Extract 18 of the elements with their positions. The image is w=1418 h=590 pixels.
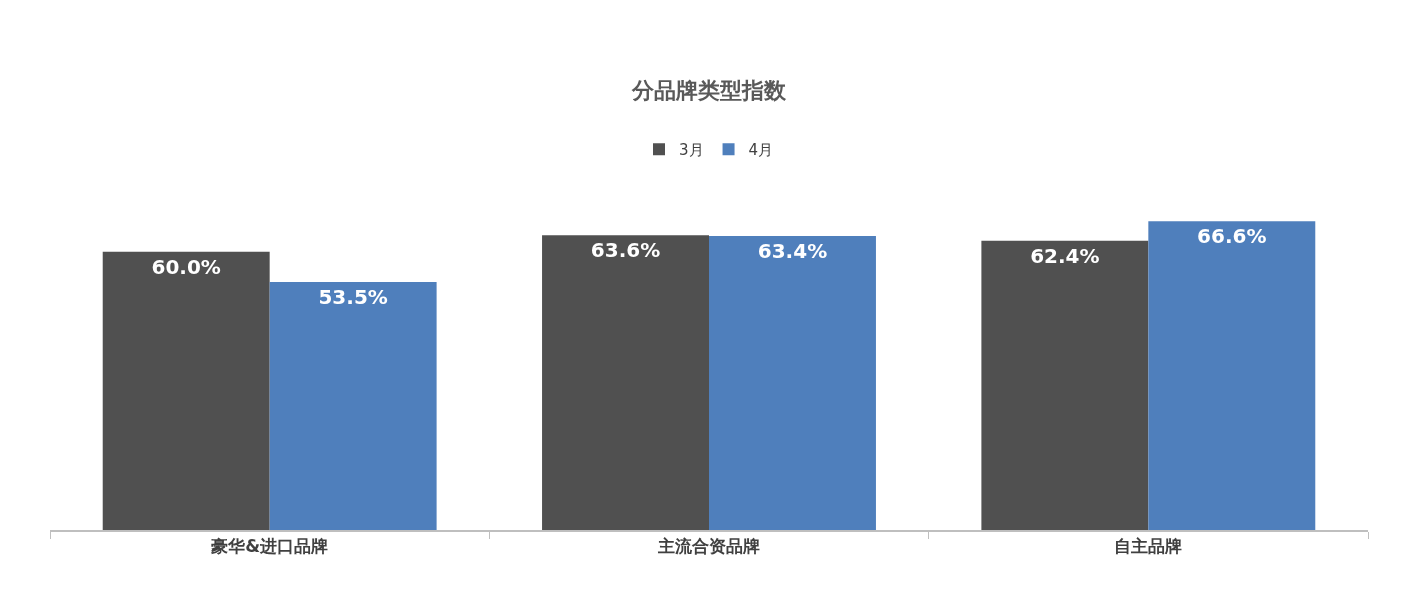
data-label: 62.4% xyxy=(1030,243,1100,268)
x-tick-label: 豪华&进口品牌 xyxy=(210,536,329,557)
bar xyxy=(981,240,1149,530)
data-label: 63.4% xyxy=(757,239,828,264)
x-tick-label: 自主品牌 xyxy=(1114,536,1183,557)
data-label: 63.6% xyxy=(590,238,661,263)
bar xyxy=(1148,221,1316,530)
legend-label: 4月 xyxy=(748,141,774,160)
legend-label: 3月 xyxy=(679,141,704,160)
bar xyxy=(102,251,270,530)
bar xyxy=(269,281,437,530)
chart-title: 分品牌类型指数 xyxy=(631,78,787,103)
bar xyxy=(542,235,709,530)
data-label: 53.5% xyxy=(318,284,388,309)
bar xyxy=(709,236,876,530)
data-label: 66.6% xyxy=(1197,224,1267,249)
x-tick-label: 主流合资品牌 xyxy=(657,536,760,557)
data-label: 60.0% xyxy=(151,254,221,279)
